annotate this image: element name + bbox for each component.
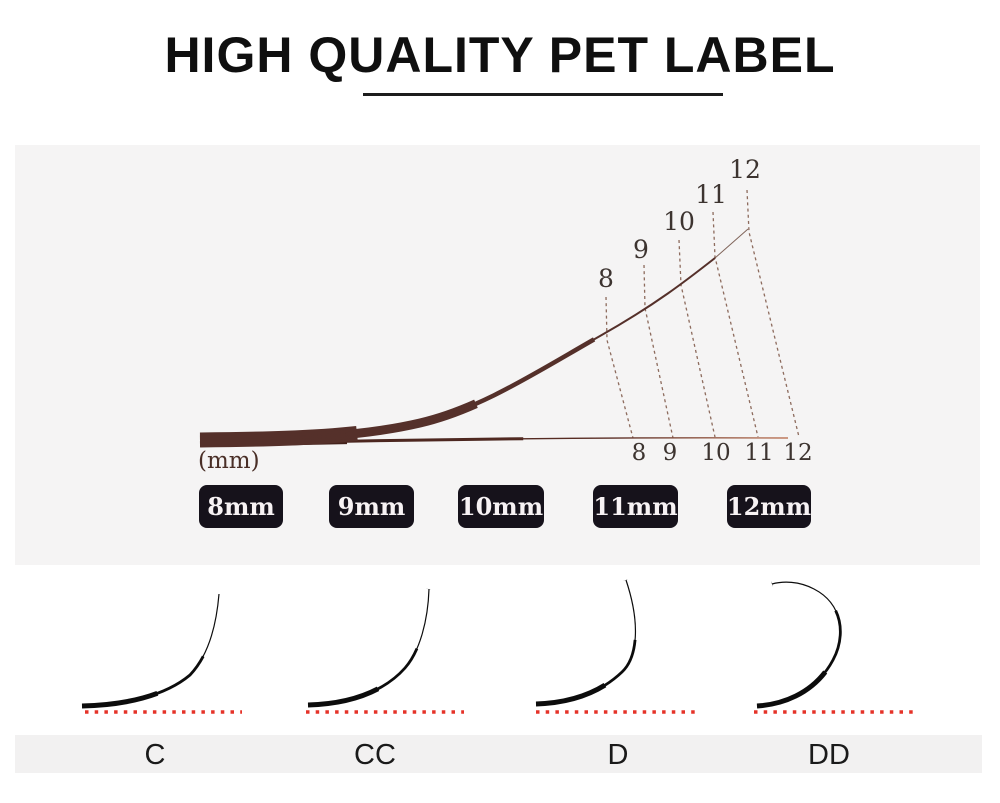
top-tick-9: 9 xyxy=(633,235,649,264)
curl-label-d: D xyxy=(607,739,629,771)
guide-line-11 xyxy=(712,211,759,438)
length-badge-8mm: 8mm xyxy=(199,485,283,528)
curl-diagram xyxy=(81,579,914,714)
curl-d-lash xyxy=(535,579,638,707)
curl-cc-lash xyxy=(307,588,432,708)
measure-guide-lines xyxy=(605,189,800,439)
length-badge-10mm: 10mm xyxy=(458,485,544,528)
curl-label-cc: CC xyxy=(354,739,396,771)
top-tick-11: 11 xyxy=(695,180,727,209)
top-tick-12: 12 xyxy=(729,155,761,184)
title-underline xyxy=(363,93,723,96)
curl-dd-lash xyxy=(756,579,843,709)
bottom-tick-11: 11 xyxy=(744,440,774,466)
guide-line-8 xyxy=(605,296,634,439)
unit-label-mm: (mm) xyxy=(198,448,260,474)
curl-c-lash xyxy=(81,593,222,709)
lash-tip-extension xyxy=(714,228,749,259)
guide-line-10 xyxy=(678,239,716,438)
length-badge-12mm: 12mm xyxy=(727,485,811,528)
bottom-tick-12: 12 xyxy=(783,440,813,466)
top-tick-8: 8 xyxy=(598,264,614,293)
guide-line-9 xyxy=(643,264,674,439)
page-title: HIGH QUALITY PET LABEL xyxy=(164,27,836,83)
top-tick-10: 10 xyxy=(663,207,695,236)
bottom-tick-10: 10 xyxy=(701,440,731,466)
lash-body xyxy=(199,228,749,448)
curl-label-c: C xyxy=(144,739,166,771)
curl-label-dd: DD xyxy=(808,739,850,771)
curl-labels-strip: C CC D DD xyxy=(15,735,982,773)
bottom-tick-8: 8 xyxy=(631,440,647,466)
length-diagram-panel: 8 9 10 11 12 8 9 10 11 12 (mm) 8mm 9mm 1… xyxy=(15,145,980,565)
length-badge-11mm: 11mm xyxy=(593,485,678,528)
guide-line-12 xyxy=(746,189,800,438)
length-badge-9mm: 9mm xyxy=(329,485,414,528)
lash-length-diagram xyxy=(199,189,800,448)
bottom-tick-9: 9 xyxy=(662,440,678,466)
